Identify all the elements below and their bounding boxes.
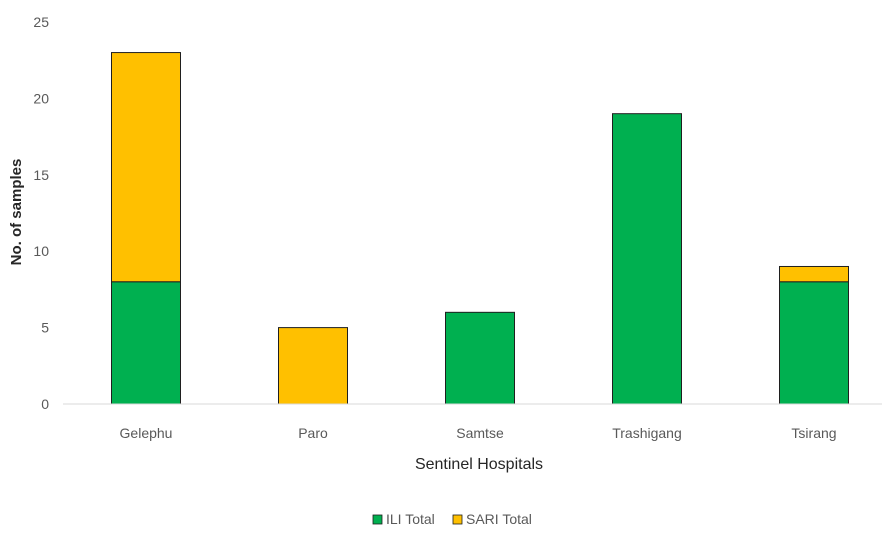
bar-ili-total-trashigang <box>612 113 682 405</box>
legend-label: ILI Total <box>386 511 435 527</box>
y-axis-ticks: 0 5 10 15 20 25 <box>33 14 49 412</box>
y-tick-label: 10 <box>33 243 49 259</box>
legend: ILI Total SARI Total <box>372 511 532 527</box>
legend-swatch <box>372 514 383 525</box>
bar-sari-total-tsirang <box>779 265 849 283</box>
x-tick-label: Trashigang <box>612 425 682 441</box>
x-tick-label: Samtse <box>456 425 504 441</box>
x-tick-label: Gelephu <box>120 425 173 441</box>
y-tick-label: 20 <box>33 90 49 106</box>
x-axis-title: Sentinel Hospitals <box>415 456 543 473</box>
y-tick-label: 25 <box>33 14 49 30</box>
legend-swatch <box>452 514 463 525</box>
bar-ili-total-gelephu <box>111 281 181 405</box>
bar-ili-total-tsirang <box>779 281 849 405</box>
bars <box>111 52 849 405</box>
y-tick-label: 5 <box>41 320 49 336</box>
legend-label: SARI Total <box>466 511 532 527</box>
x-tick-label: Paro <box>298 425 328 441</box>
y-tick-label: 0 <box>41 396 49 412</box>
x-axis-ticks: Gelephu Paro Samtse Trashigang Tsirang <box>120 425 837 441</box>
x-tick-label: Tsirang <box>791 425 836 441</box>
bar-sari-total-gelephu <box>111 52 181 283</box>
y-tick-label: 15 <box>33 167 49 183</box>
y-axis-title: No. of samples <box>8 159 25 266</box>
bar-sari-total-paro <box>278 327 348 405</box>
bar-ili-total-samtse <box>445 311 515 405</box>
